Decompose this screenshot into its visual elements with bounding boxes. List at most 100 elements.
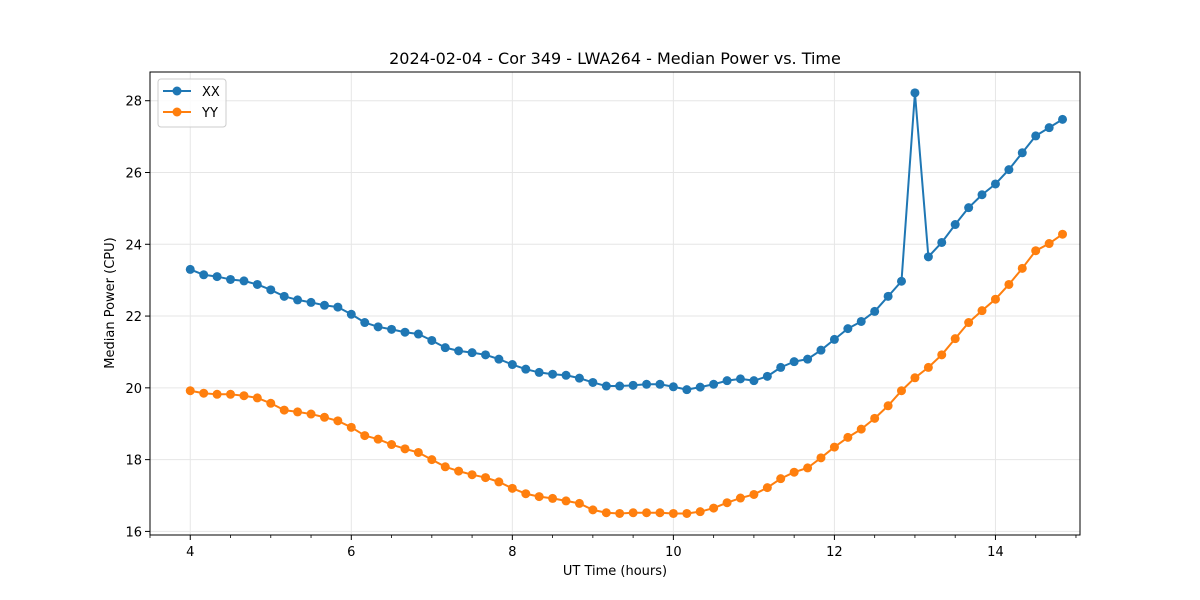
- data-point-yy: [373, 434, 383, 444]
- data-point-xx: [816, 345, 826, 355]
- data-point-xx: [682, 385, 692, 395]
- data-point-xx: [749, 376, 759, 386]
- data-point-xx: [293, 295, 303, 305]
- data-point-yy: [668, 508, 678, 518]
- data-point-xx: [776, 362, 786, 372]
- data-point-xx: [387, 324, 397, 334]
- data-point-xx: [199, 270, 209, 280]
- data-point-xx: [923, 252, 933, 262]
- data-point-yy: [387, 440, 397, 450]
- data-point-yy: [923, 362, 933, 372]
- y-tick-label: 24: [125, 238, 142, 253]
- data-point-yy: [789, 467, 799, 477]
- data-point-yy: [735, 493, 745, 503]
- data-point-yy: [400, 444, 410, 454]
- data-point-yy: [199, 388, 209, 398]
- data-point-xx: [239, 276, 249, 286]
- data-point-xx: [964, 203, 974, 213]
- x-tick-label: 8: [508, 545, 516, 560]
- data-point-yy: [346, 422, 356, 432]
- data-point-yy: [226, 389, 236, 399]
- data-point-yy: [1004, 279, 1014, 289]
- data-point-yy: [910, 373, 920, 383]
- data-point-xx: [252, 279, 262, 289]
- data-point-yy: [695, 507, 705, 517]
- data-point-yy: [601, 508, 611, 518]
- data-point-xx: [709, 379, 719, 389]
- data-point-yy: [628, 508, 638, 518]
- data-point-xx: [427, 335, 437, 345]
- data-point-xx: [950, 220, 960, 230]
- data-point-xx: [373, 322, 383, 332]
- y-axis-label: Median Power (CPU): [103, 237, 118, 368]
- data-point-xx: [494, 354, 504, 364]
- data-point-xx: [534, 367, 544, 377]
- x-axis-label: UT Time (hours): [563, 564, 667, 579]
- data-point-yy: [642, 508, 652, 518]
- data-point-xx: [266, 285, 276, 295]
- data-point-xx: [829, 334, 839, 344]
- data-point-yy: [266, 398, 276, 408]
- data-point-yy: [185, 386, 195, 396]
- data-point-xx: [1031, 131, 1041, 141]
- data-point-yy: [749, 489, 759, 499]
- plot-frame: [149, 71, 1081, 536]
- data-point-yy: [481, 473, 491, 483]
- data-point-yy: [615, 508, 625, 518]
- chart-title: 2024-02-04 - Cor 349 - LWA264 - Median P…: [389, 49, 841, 68]
- y-tick-label: 26: [125, 166, 142, 181]
- data-point-yy: [319, 412, 329, 422]
- legend-marker-yy: [172, 107, 182, 117]
- data-point-xx: [279, 291, 289, 301]
- data-point-yy: [1044, 239, 1054, 249]
- data-point-xx: [333, 302, 343, 312]
- data-point-yy: [977, 306, 987, 316]
- data-point-yy: [239, 391, 249, 401]
- data-point-xx: [883, 291, 893, 301]
- data-point-xx: [454, 346, 464, 356]
- grid-lines: [150, 72, 1080, 535]
- data-point-yy: [937, 350, 947, 360]
- data-point-xx: [655, 379, 665, 389]
- data-point-xx: [185, 264, 195, 274]
- data-point-xx: [360, 318, 370, 328]
- series-layer: [185, 88, 1068, 518]
- data-point-xx: [1044, 123, 1054, 133]
- data-point-yy: [574, 498, 584, 508]
- data-point-yy: [440, 462, 450, 472]
- data-point-xx: [561, 370, 571, 380]
- data-point-yy: [588, 505, 598, 515]
- axes: 4 6 8 10 12 14 16 18 20 22 24 26 28: [125, 95, 1077, 560]
- data-point-xx: [507, 360, 517, 370]
- data-point-xx: [870, 306, 880, 316]
- data-point-xx: [481, 350, 491, 360]
- data-point-xx: [642, 379, 652, 389]
- data-point-xx: [735, 374, 745, 384]
- data-point-xx: [574, 373, 584, 383]
- data-point-yy: [293, 407, 303, 417]
- data-point-xx: [937, 237, 947, 247]
- data-point-yy: [722, 498, 732, 508]
- data-point-yy: [494, 477, 504, 487]
- data-point-xx: [628, 380, 638, 390]
- legend: XX YY: [157, 78, 227, 128]
- data-point-yy: [829, 442, 839, 452]
- data-point-xx: [722, 376, 732, 386]
- legend-label-yy: YY: [201, 106, 218, 121]
- data-point-yy: [252, 393, 262, 403]
- data-point-yy: [870, 413, 880, 423]
- data-point-xx: [762, 371, 772, 381]
- data-point-yy: [950, 334, 960, 344]
- data-point-yy: [1017, 263, 1027, 273]
- data-point-xx: [803, 354, 813, 364]
- data-point-xx: [789, 357, 799, 367]
- data-point-xx: [413, 329, 423, 339]
- data-point-yy: [709, 503, 719, 513]
- data-point-yy: [803, 463, 813, 473]
- data-point-yy: [762, 483, 772, 493]
- x-tick-label: 12: [826, 545, 843, 560]
- data-point-yy: [843, 432, 853, 442]
- data-point-xx: [400, 327, 410, 337]
- data-point-yy: [883, 401, 893, 411]
- data-point-yy: [507, 483, 517, 493]
